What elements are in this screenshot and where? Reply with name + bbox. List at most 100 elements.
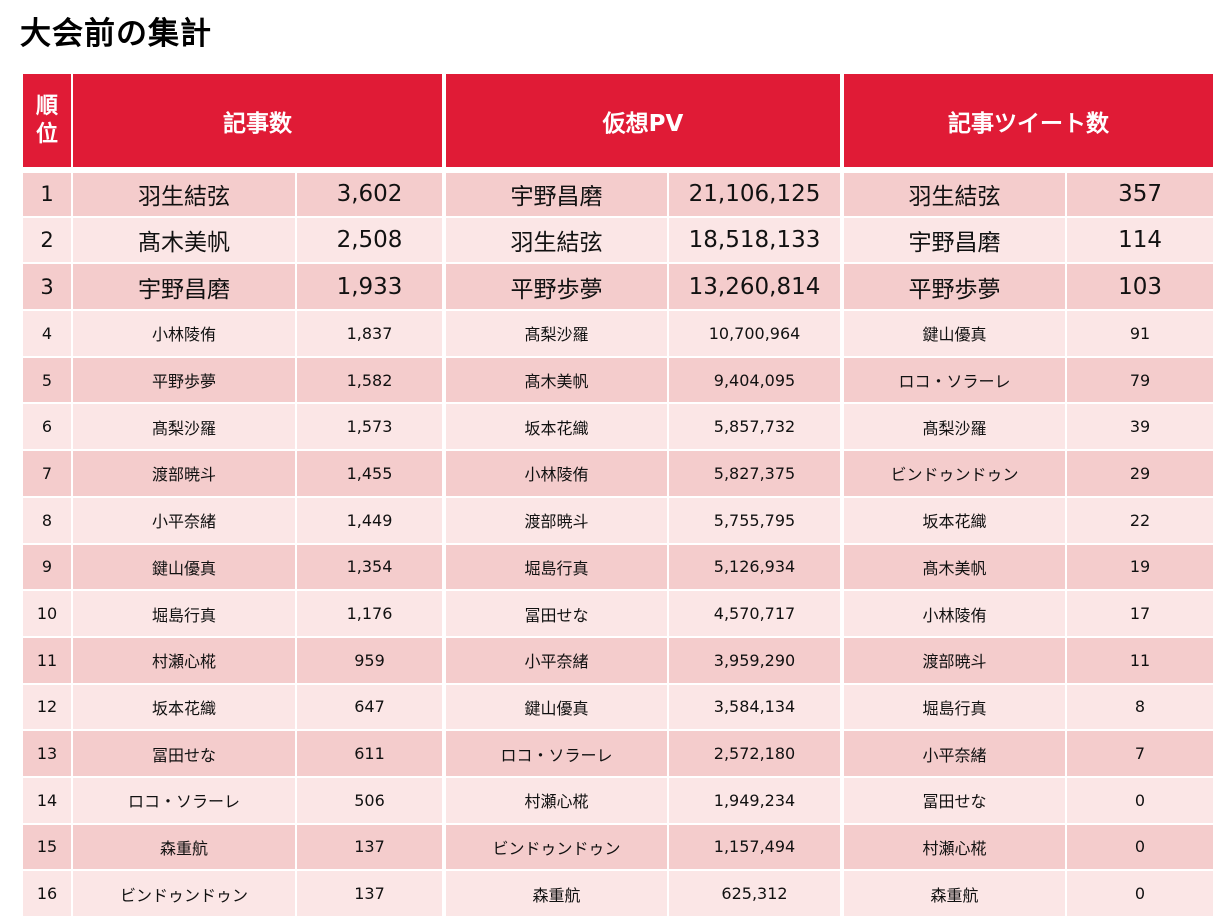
tweets-name-cell: 宇野昌磨 <box>840 215 1068 265</box>
tweets-name-cell: ロコ・ソラーレ <box>840 355 1068 405</box>
articles-value-cell: 137 <box>295 869 445 918</box>
pv-value-cell: 9,404,095 <box>666 355 844 405</box>
articles-name-cell: 鍵山優真 <box>71 542 297 592</box>
tweets-name-cell: 森重航 <box>840 869 1068 918</box>
articles-value-cell: 1,837 <box>295 309 445 358</box>
tweets-value-cell: 79 <box>1065 355 1216 405</box>
table-body: 1 羽生結弦 3,602 宇野昌磨 21,106,125 羽生結弦 357 2 髙木美帆 2,50… <box>21 167 1216 918</box>
pv-value-cell: 2,572,180 <box>666 729 844 778</box>
pv-name-cell: 渡部暁斗 <box>442 495 669 545</box>
pv-value-cell: 21,106,125 <box>666 167 844 218</box>
page-title: 大会前の集計 <box>20 16 212 52</box>
tweets-name-cell: 平野歩夢 <box>840 262 1068 312</box>
pv-value-cell: 5,857,732 <box>666 402 844 452</box>
table-row: 9 鍵山優真 1,354 堀島行真 5,126,934 髙木美帆 19 <box>21 542 1216 592</box>
tweets-value-cell: 357 <box>1065 167 1216 218</box>
rank-cell: 14 <box>21 775 73 825</box>
pv-value-cell: 5,126,934 <box>666 542 844 592</box>
pv-name-cell: 村瀬心椛 <box>442 775 669 825</box>
pv-value-cell: 3,959,290 <box>666 635 844 685</box>
articles-value-cell: 137 <box>295 822 445 872</box>
pv-name-cell: 冨田せな <box>442 589 669 638</box>
tweets-value-cell: 91 <box>1065 309 1216 358</box>
tweets-value-cell: 7 <box>1065 729 1216 778</box>
tweets-value-cell: 19 <box>1065 542 1216 592</box>
rank-cell: 13 <box>21 729 73 778</box>
articles-name-cell: 宇野昌磨 <box>71 262 297 312</box>
tweets-name-cell: 村瀬心椛 <box>840 822 1068 872</box>
tweets-name-cell: 髙梨沙羅 <box>840 402 1068 452</box>
pv-value-cell: 1,949,234 <box>666 775 844 825</box>
pv-value-cell: 10,700,964 <box>666 309 844 358</box>
pv-name-cell: 坂本花織 <box>442 402 669 452</box>
articles-value-cell: 1,176 <box>295 589 445 638</box>
table-row: 13 冨田せな 611 ロコ・ソラーレ 2,572,180 小平奈緒 7 <box>21 729 1216 778</box>
pv-name-cell: 小平奈緒 <box>442 635 669 685</box>
pv-value-cell: 13,260,814 <box>666 262 844 312</box>
pv-value-cell: 1,157,494 <box>666 822 844 872</box>
table-row: 3 宇野昌磨 1,933 平野歩夢 13,260,814 平野歩夢 103 <box>21 262 1216 312</box>
table-row: 7 渡部暁斗 1,455 小林陵侑 5,827,375 ビンドゥンドゥン 29 <box>21 449 1216 498</box>
header-articles: 記事数 <box>71 72 445 171</box>
articles-name-cell: 冨田せな <box>71 729 297 778</box>
articles-value-cell: 959 <box>295 635 445 685</box>
articles-name-cell: 髙木美帆 <box>71 215 297 265</box>
table-row: 11 村瀬心椛 959 小平奈緒 3,959,290 渡部暁斗 11 <box>21 635 1216 685</box>
tweets-value-cell: 0 <box>1065 822 1216 872</box>
rank-cell: 10 <box>21 589 73 638</box>
articles-name-cell: 堀島行真 <box>71 589 297 638</box>
articles-value-cell: 647 <box>295 682 445 732</box>
articles-name-cell: 坂本花織 <box>71 682 297 732</box>
pv-name-cell: 森重航 <box>442 869 669 918</box>
rank-cell: 1 <box>21 167 73 218</box>
tweets-value-cell: 11 <box>1065 635 1216 685</box>
table-row: 5 平野歩夢 1,582 髙木美帆 9,404,095 ロコ・ソラーレ 79 <box>21 355 1216 405</box>
tweets-value-cell: 39 <box>1065 402 1216 452</box>
articles-value-cell: 1,354 <box>295 542 445 592</box>
pv-name-cell: 宇野昌磨 <box>442 167 669 218</box>
tweets-value-cell: 8 <box>1065 682 1216 732</box>
pv-name-cell: 小林陵侑 <box>442 449 669 498</box>
header-pv: 仮想PV <box>441 72 844 171</box>
articles-name-cell: 渡部暁斗 <box>71 449 297 498</box>
articles-value-cell: 1,933 <box>295 262 445 312</box>
tweets-name-cell: 渡部暁斗 <box>840 635 1068 685</box>
pv-value-cell: 18,518,133 <box>666 215 844 265</box>
pv-value-cell: 625,312 <box>666 869 844 918</box>
articles-value-cell: 1,449 <box>295 495 445 545</box>
rank-cell: 16 <box>21 869 73 918</box>
tweets-name-cell: 堀島行真 <box>840 682 1068 732</box>
pv-name-cell: 平野歩夢 <box>442 262 669 312</box>
tweets-value-cell: 0 <box>1065 869 1216 918</box>
rank-cell: 5 <box>21 355 73 405</box>
tweets-value-cell: 22 <box>1065 495 1216 545</box>
table-row: 8 小平奈緒 1,449 渡部暁斗 5,755,795 坂本花織 22 <box>21 495 1216 545</box>
table-row: 12 坂本花織 647 鍵山優真 3,584,134 堀島行真 8 <box>21 682 1216 732</box>
table-row: 15 森重航 137 ビンドゥンドゥン 1,157,494 村瀬心椛 0 <box>21 822 1216 872</box>
articles-value-cell: 2,508 <box>295 215 445 265</box>
pv-value-cell: 5,755,795 <box>666 495 844 545</box>
articles-name-cell: 平野歩夢 <box>71 355 297 405</box>
articles-name-cell: ビンドゥンドゥン <box>71 869 297 918</box>
table-row: 10 堀島行真 1,176 冨田せな 4,570,717 小林陵侑 17 <box>21 589 1216 638</box>
table-row: 6 髙梨沙羅 1,573 坂本花織 5,857,732 髙梨沙羅 39 <box>21 402 1216 452</box>
articles-name-cell: ロコ・ソラーレ <box>71 775 297 825</box>
articles-value-cell: 3,602 <box>295 167 445 218</box>
pv-value-cell: 5,827,375 <box>666 449 844 498</box>
articles-name-cell: 小林陵侑 <box>71 309 297 358</box>
articles-name-cell: 村瀬心椛 <box>71 635 297 685</box>
pv-name-cell: 鍵山優真 <box>442 682 669 732</box>
tweets-value-cell: 0 <box>1065 775 1216 825</box>
pv-value-cell: 3,584,134 <box>666 682 844 732</box>
table-row: 16 ビンドゥンドゥン 137 森重航 625,312 森重航 0 <box>21 869 1216 918</box>
rank-cell: 6 <box>21 402 73 452</box>
table-row: 14 ロコ・ソラーレ 506 村瀬心椛 1,949,234 冨田せな 0 <box>21 775 1216 825</box>
tweets-name-cell: 冨田せな <box>840 775 1068 825</box>
rank-cell: 7 <box>21 449 73 498</box>
rank-cell: 4 <box>21 309 73 358</box>
ranking-table: 順位 記事数 仮想PV 記事ツイート数 1 羽生結弦 3,602 宇野昌磨 21,106… <box>21 72 1216 918</box>
pv-name-cell: 髙梨沙羅 <box>442 309 669 358</box>
pv-value-cell: 4,570,717 <box>666 589 844 638</box>
articles-name-cell: 小平奈緒 <box>71 495 297 545</box>
header-tweets: 記事ツイート数 <box>840 72 1216 171</box>
